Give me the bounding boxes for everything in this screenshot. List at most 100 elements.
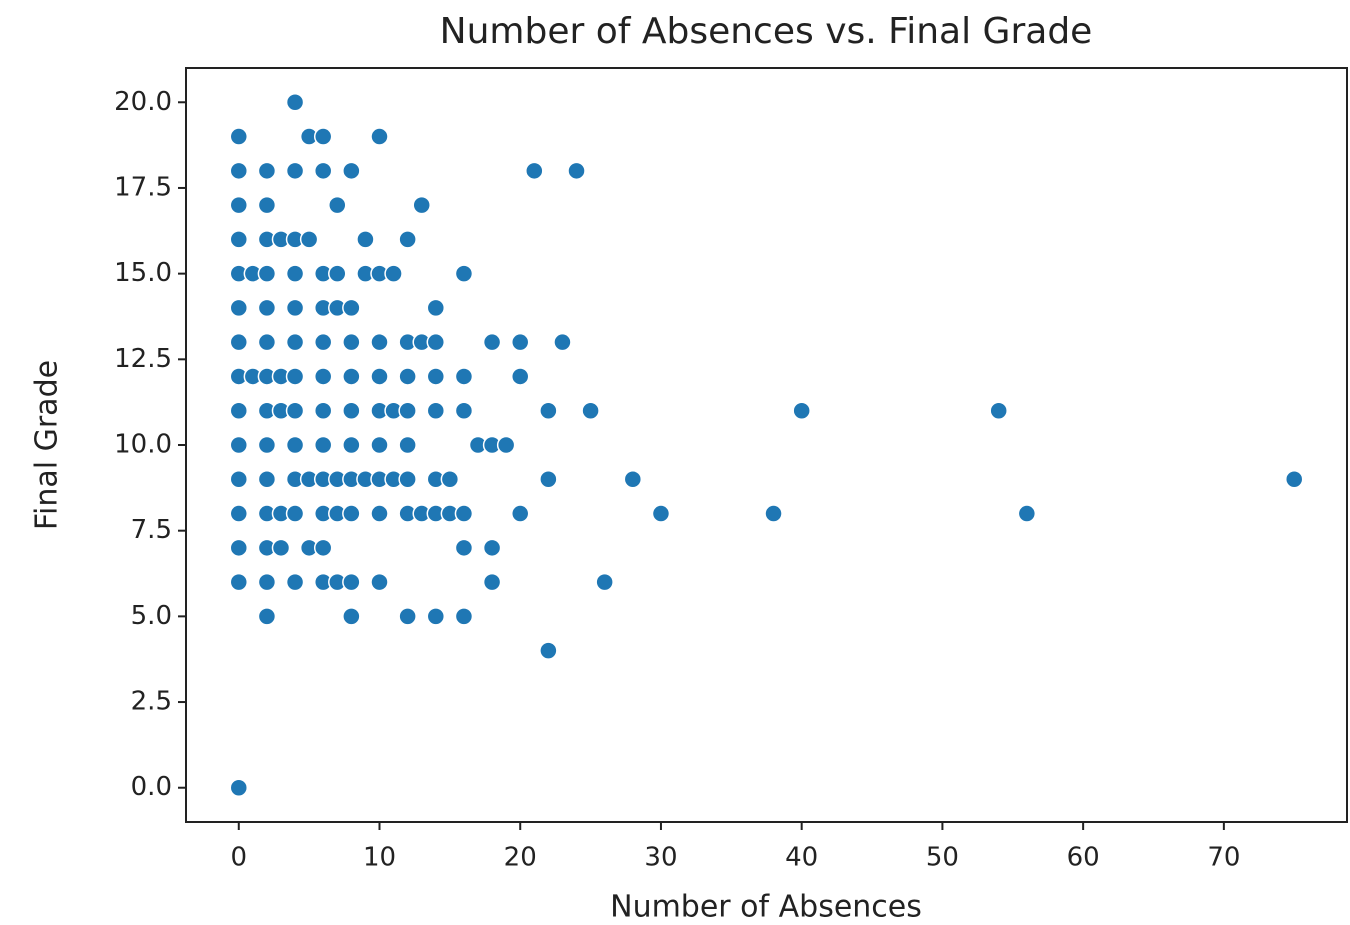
point [342, 504, 361, 523]
x-tick-label: 20 [504, 843, 537, 873]
point [510, 332, 530, 352]
y-tick-label: 15.0 [114, 258, 172, 288]
x-tick-label: 60 [1067, 843, 1100, 873]
point [482, 332, 502, 352]
point [1284, 470, 1304, 489]
point [257, 470, 277, 489]
point [426, 401, 446, 420]
point [440, 470, 460, 489]
point [257, 332, 277, 352]
point [257, 195, 277, 215]
y-tick-label: 10.0 [114, 430, 172, 460]
point [525, 161, 544, 181]
point [398, 470, 417, 489]
point [482, 572, 502, 592]
point [384, 264, 403, 283]
point [412, 195, 431, 215]
point [1017, 504, 1037, 523]
point [271, 538, 291, 558]
x-tick-label: 50 [926, 843, 959, 873]
point [313, 127, 333, 146]
point [792, 401, 811, 420]
y-tick-label: 20.0 [114, 87, 172, 117]
point [454, 504, 474, 523]
point [229, 127, 249, 146]
y-tick-label: 17.5 [114, 172, 172, 202]
point [510, 367, 530, 386]
point [229, 401, 249, 420]
point [398, 401, 417, 420]
point [285, 298, 305, 318]
point [454, 264, 474, 283]
chart-title: Number of Absences vs. Final Grade [440, 11, 1093, 52]
point [539, 641, 558, 660]
point [257, 435, 277, 455]
point [342, 161, 361, 181]
point [229, 298, 249, 318]
point [398, 435, 417, 455]
point [328, 195, 347, 215]
point [454, 538, 474, 558]
point [764, 504, 783, 523]
x-tick-label: 40 [785, 843, 818, 873]
point [313, 367, 333, 386]
point [285, 401, 305, 420]
point [229, 161, 249, 181]
point [285, 332, 305, 352]
point [454, 367, 474, 386]
x-tick-label: 10 [363, 843, 396, 873]
point [398, 367, 417, 386]
point [285, 264, 305, 283]
point [496, 435, 516, 455]
point [313, 332, 333, 352]
point [342, 572, 361, 592]
point [229, 435, 249, 455]
y-axis-label: Final Grade [30, 360, 65, 530]
point [356, 230, 375, 249]
point [454, 401, 474, 420]
point [553, 332, 572, 352]
point [623, 470, 643, 489]
point [229, 230, 249, 249]
point [229, 778, 249, 797]
x-tick-label: 70 [1207, 843, 1240, 873]
point [539, 470, 558, 489]
x-tick-label: 0 [230, 843, 247, 873]
point [229, 504, 249, 523]
point [454, 607, 474, 626]
point [313, 401, 333, 420]
point [299, 230, 319, 249]
y-tick-label: 7.5 [131, 515, 172, 545]
point [257, 607, 277, 626]
y-tick-label: 5.0 [131, 601, 172, 631]
point [285, 367, 305, 386]
point [651, 504, 671, 523]
point [426, 332, 446, 352]
x-tick-label: 30 [644, 843, 677, 873]
point [328, 264, 347, 283]
y-tick-label: 2.5 [131, 687, 172, 717]
point [229, 572, 249, 592]
point [567, 161, 586, 181]
point [581, 401, 600, 420]
point [426, 298, 446, 318]
point [257, 572, 277, 592]
point [229, 195, 249, 215]
point [539, 401, 558, 420]
point [370, 435, 389, 455]
point [229, 538, 249, 558]
point [370, 127, 389, 146]
point [342, 332, 361, 352]
point [313, 435, 333, 455]
point [285, 435, 305, 455]
point [313, 161, 333, 181]
point [398, 607, 417, 626]
y-tick-label: 0.0 [131, 772, 172, 802]
point [342, 401, 361, 420]
point [595, 572, 614, 592]
y-tick-label: 12.5 [114, 344, 172, 374]
point [285, 93, 305, 112]
point [342, 435, 361, 455]
point [229, 332, 249, 352]
